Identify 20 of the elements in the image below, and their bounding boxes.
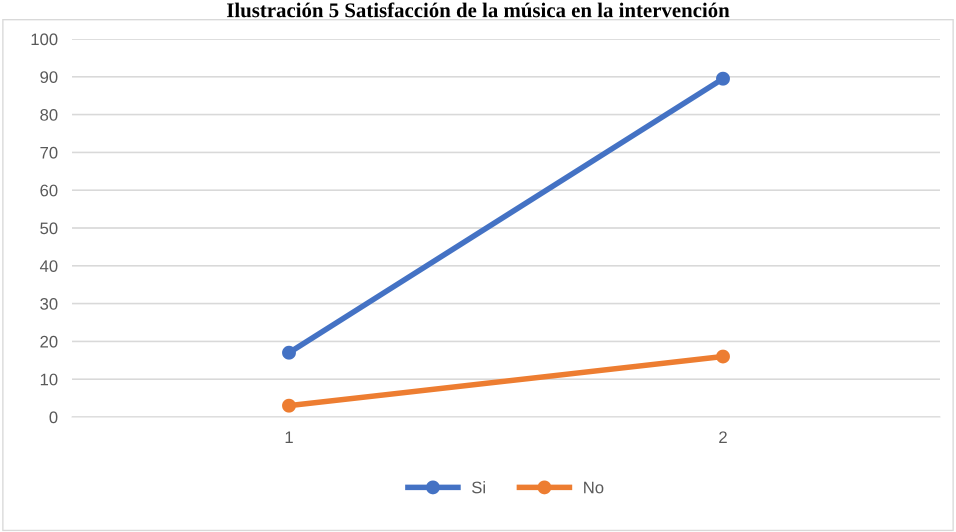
y-tick-label: 80	[40, 109, 58, 121]
point	[282, 398, 296, 413]
y-tick-label: 40	[40, 260, 58, 272]
chart-title: Ilustración 5 Satisfacción de la música en la intervención	[226, 2, 730, 18]
y-tick-label: 0	[49, 411, 58, 424]
legend-label: Si	[472, 481, 485, 494]
y-tick-label: 10	[40, 374, 58, 386]
x-tick-label: 1	[286, 432, 293, 443]
point	[282, 346, 296, 360]
point	[716, 72, 730, 86]
x-tick-label: 2	[719, 431, 727, 443]
y-tick-label: 100	[32, 33, 58, 46]
y-tick-label: 30	[40, 298, 58, 310]
y-tick-label: 70	[40, 146, 58, 159]
y-tick-label: 90	[40, 71, 58, 84]
point	[716, 350, 730, 364]
y-tick-label: 50	[40, 222, 58, 234]
y-tick-label: 20	[40, 336, 58, 348]
legend-label: No	[584, 482, 604, 494]
y-tick-label: 60	[40, 184, 58, 196]
